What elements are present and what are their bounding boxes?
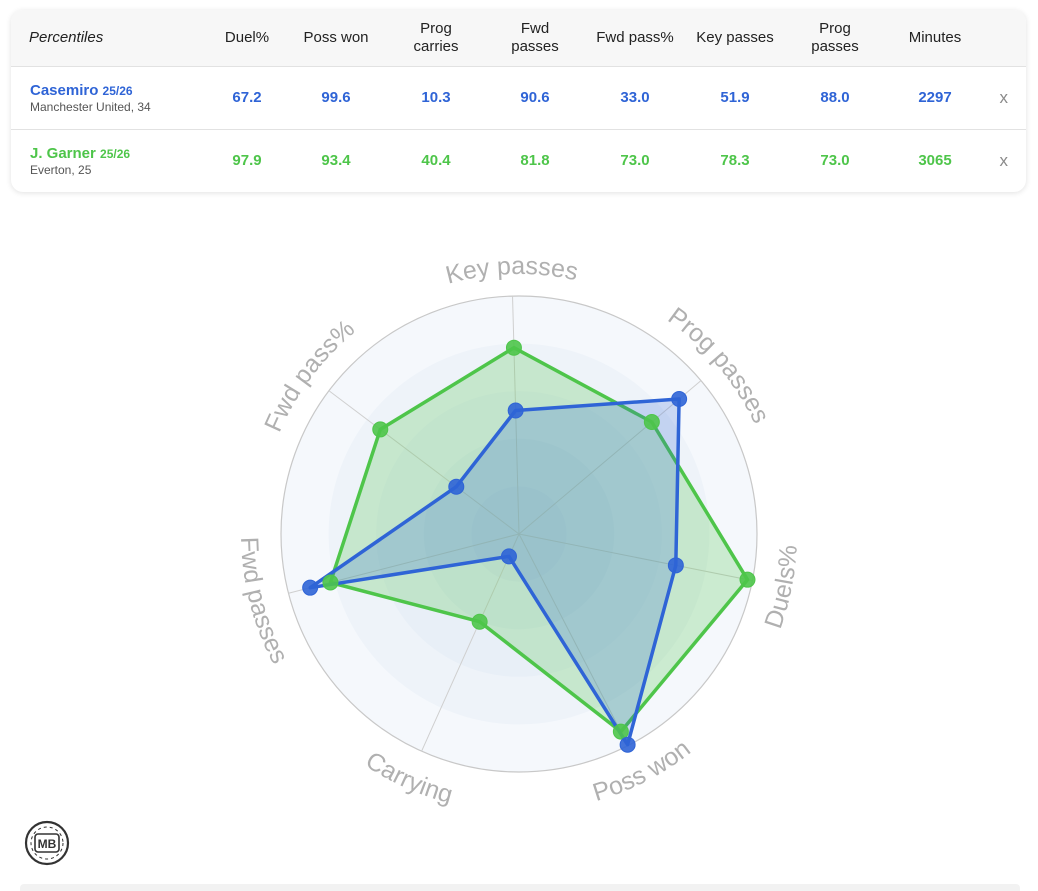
player-team: Everton, 25 bbox=[30, 163, 92, 177]
bottom-divider bbox=[20, 884, 1020, 891]
remove-player-button[interactable]: x bbox=[999, 151, 1009, 170]
column-header: Poss won bbox=[303, 29, 369, 46]
player-season: 25/26 bbox=[100, 147, 131, 161]
table-row: Casemiro 25/26 Manchester United, 34 67.… bbox=[11, 67, 1026, 130]
column-header: Prog passes bbox=[811, 20, 859, 55]
radar-point bbox=[667, 557, 684, 574]
mb-logo: MB bbox=[24, 820, 70, 866]
table-cell: 3065 bbox=[918, 152, 952, 169]
axis-label: Key passes bbox=[443, 252, 581, 290]
table-cell: 40.4 bbox=[421, 152, 451, 169]
radar-outer-circle bbox=[280, 295, 758, 773]
table-cell: 97.9 bbox=[232, 152, 262, 169]
radar-point bbox=[322, 574, 339, 591]
table-cell: 78.3 bbox=[720, 152, 750, 169]
radar-point bbox=[302, 579, 319, 596]
radar-point bbox=[739, 571, 756, 588]
player-name: Casemiro bbox=[30, 82, 99, 99]
remove-player-button[interactable]: x bbox=[999, 88, 1009, 107]
radar-spoke bbox=[518, 380, 702, 535]
table-cell: 81.8 bbox=[520, 152, 550, 169]
table-cell: 51.9 bbox=[720, 89, 750, 106]
column-header: Fwd passes bbox=[511, 20, 559, 55]
table-cell: 99.6 bbox=[321, 89, 351, 106]
table-cell: 88.0 bbox=[820, 89, 850, 106]
column-header: Prog carries bbox=[413, 20, 459, 55]
table-cell: 33.0 bbox=[620, 89, 650, 106]
column-header: Key passes bbox=[696, 29, 774, 46]
player-team: Manchester United, 34 bbox=[30, 100, 151, 114]
table-row: J. Garner 25/26 Everton, 25 97.9 93.4 40… bbox=[11, 130, 1026, 192]
table-header: Percentiles Duel% Poss won Prog carries … bbox=[11, 10, 1026, 67]
radar-point bbox=[619, 736, 636, 753]
radar-spoke bbox=[328, 390, 520, 535]
radar-spoke bbox=[421, 533, 520, 752]
table-cell: 2297 bbox=[918, 89, 952, 106]
table-cell: 67.2 bbox=[232, 89, 262, 106]
column-header: Minutes bbox=[908, 29, 962, 46]
header-label: Percentiles bbox=[29, 29, 104, 46]
radar-point bbox=[505, 339, 522, 356]
table-cell: 90.6 bbox=[520, 89, 550, 106]
radar-point bbox=[671, 391, 688, 408]
radar-point bbox=[372, 421, 389, 438]
table-cell: 73.0 bbox=[820, 152, 850, 169]
radar-point bbox=[448, 478, 465, 495]
axis-label: Duels% bbox=[759, 544, 803, 632]
radar-spoke bbox=[518, 533, 629, 746]
radar-point bbox=[500, 548, 517, 565]
radar-point bbox=[507, 402, 524, 419]
table-cell: 73.0 bbox=[620, 152, 650, 169]
table-cell: 93.4 bbox=[321, 152, 351, 169]
player-info: Casemiro 25/26 Manchester United, 34 bbox=[30, 67, 151, 129]
player-info: J. Garner 25/26 Everton, 25 bbox=[30, 130, 130, 192]
column-header: Fwd pass% bbox=[596, 29, 674, 46]
table-cell: 10.3 bbox=[421, 89, 451, 106]
radar-point bbox=[612, 723, 629, 740]
column-header: Duel% bbox=[224, 29, 270, 46]
radar-series-casemiro bbox=[308, 397, 681, 747]
radar-series-garner bbox=[328, 345, 750, 734]
percentile-table: Percentiles Duel% Poss won Prog carries … bbox=[11, 10, 1026, 192]
logo-text: MB bbox=[38, 837, 57, 851]
radar-point bbox=[643, 414, 660, 431]
player-name: J. Garner bbox=[30, 145, 96, 162]
player-season: 25/26 bbox=[102, 84, 133, 98]
radar-point bbox=[471, 613, 488, 630]
radar-spoke bbox=[518, 533, 753, 582]
